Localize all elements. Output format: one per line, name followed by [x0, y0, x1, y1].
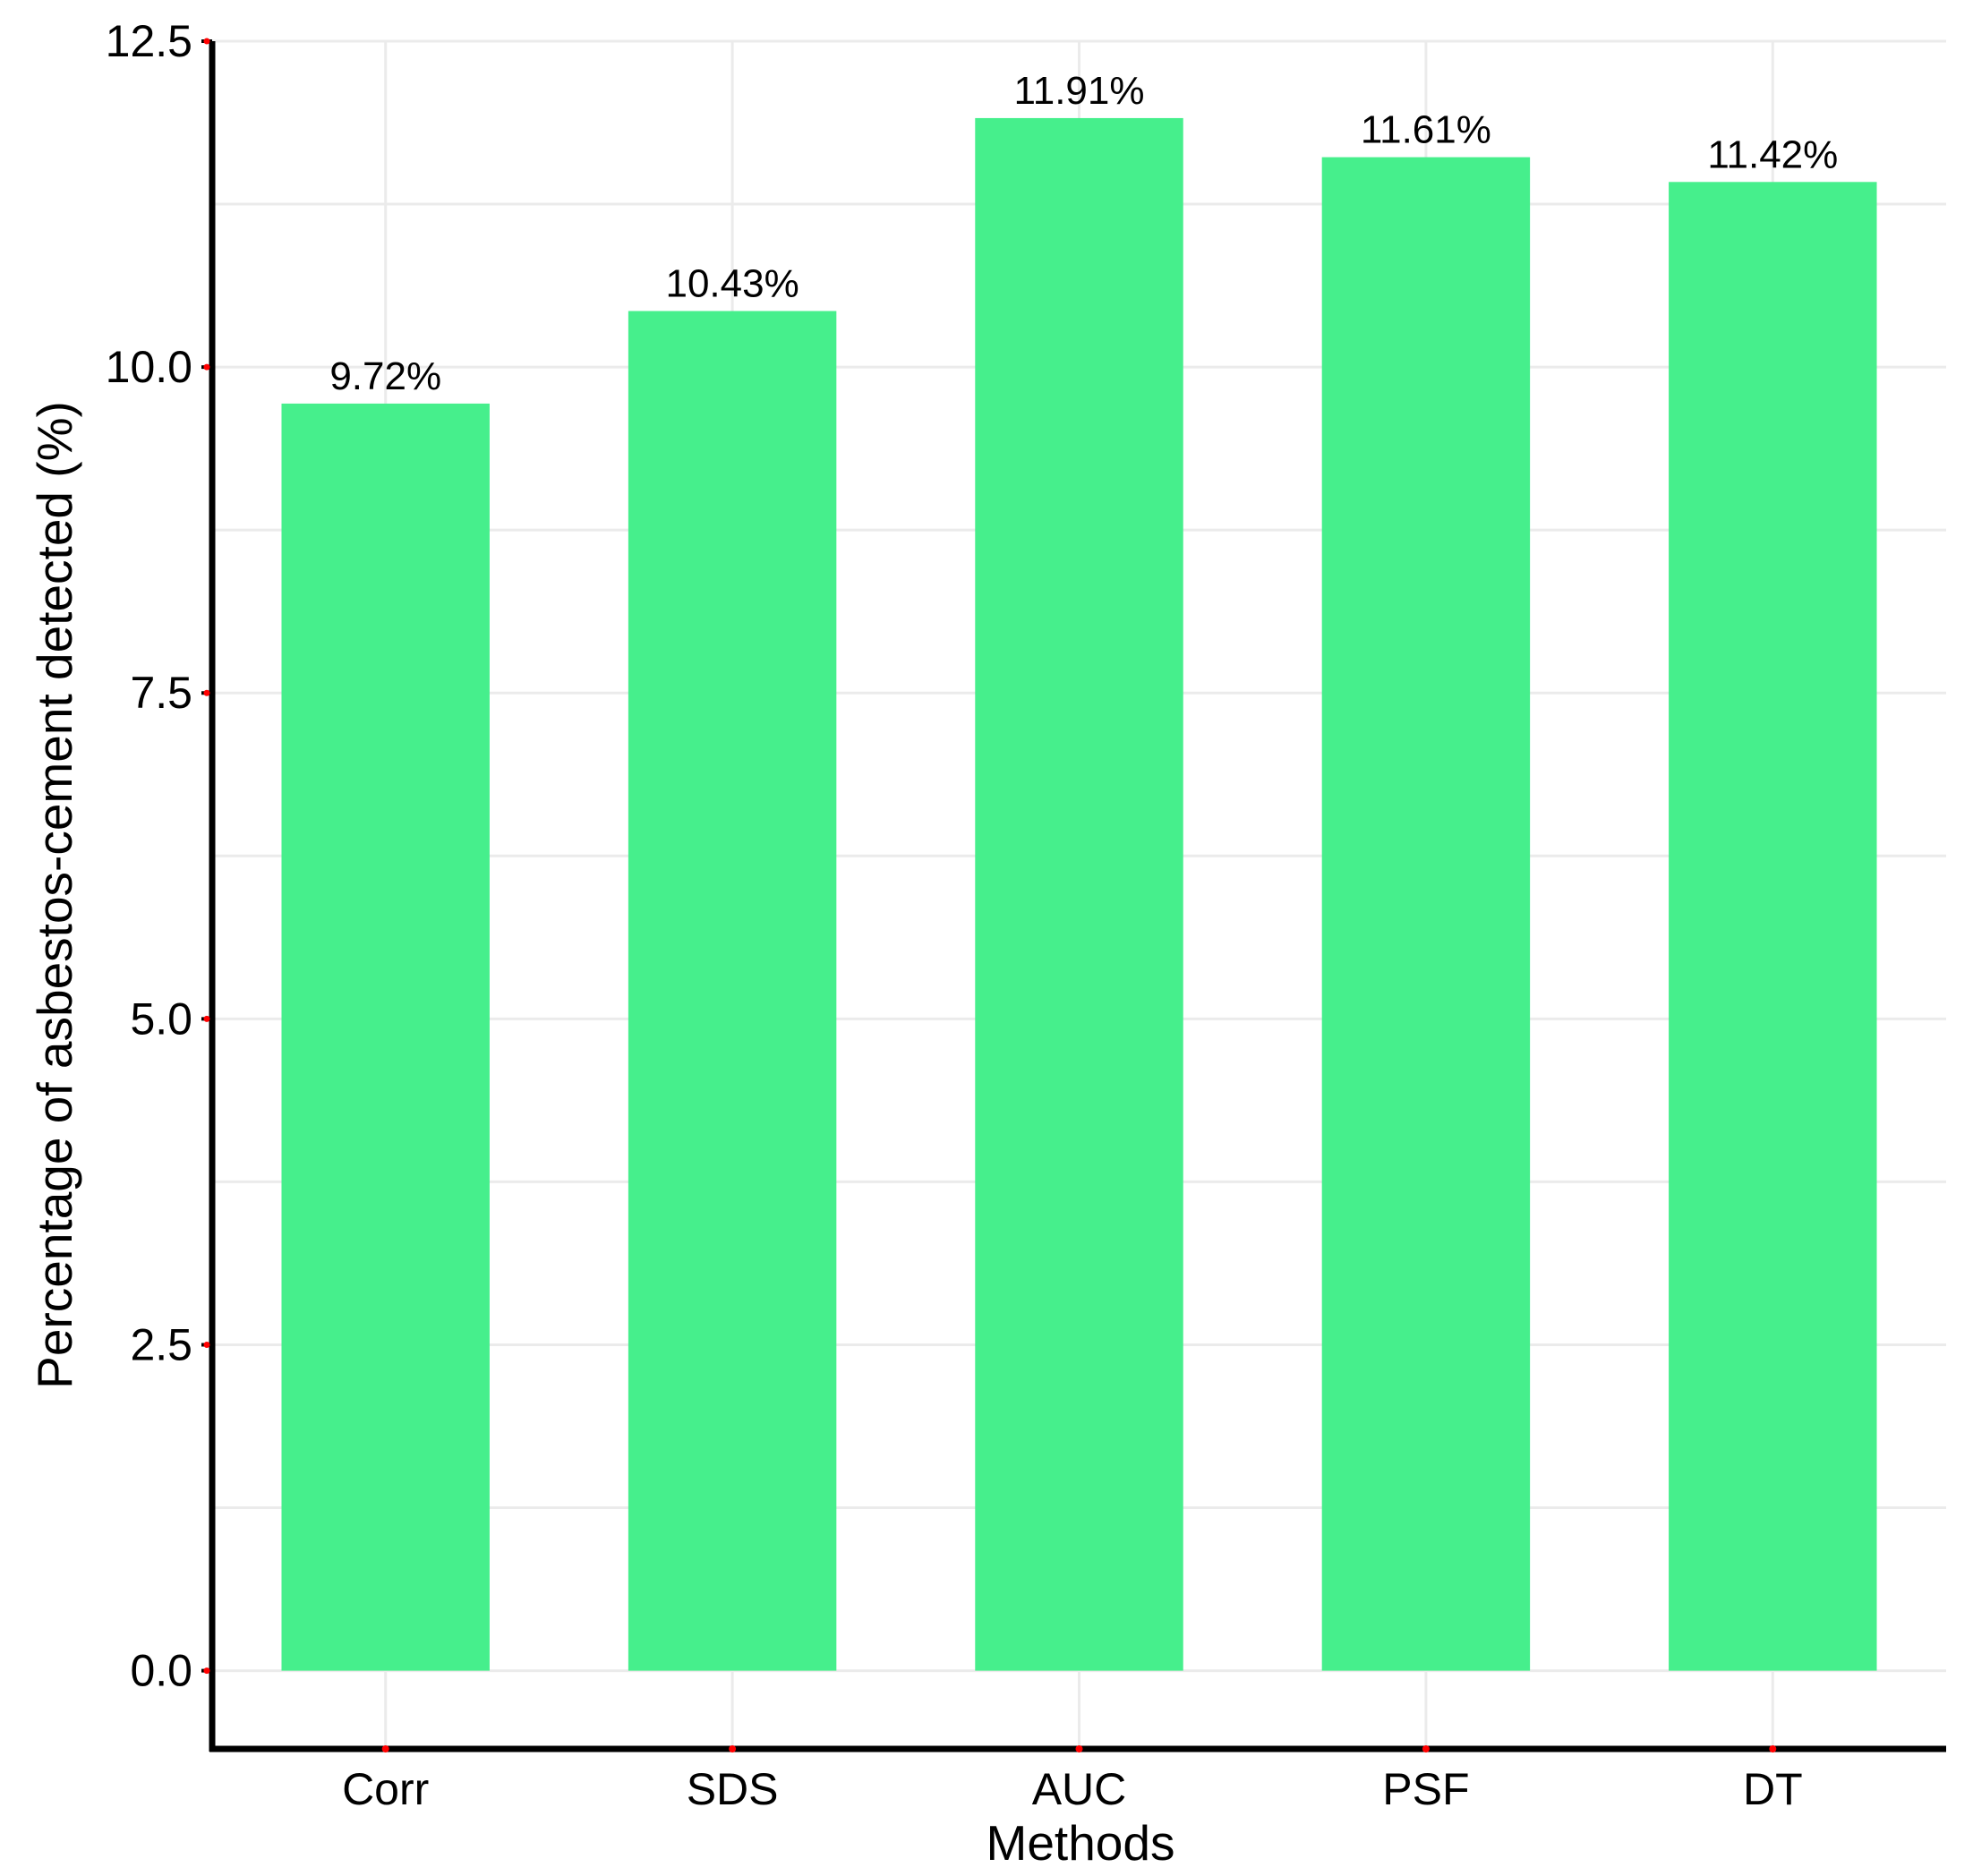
y-tick-label: 0.0 — [130, 1646, 192, 1696]
x-tick-marker — [1075, 1745, 1083, 1752]
x-tick-label-sds: SDS — [687, 1764, 779, 1814]
y-tick-label: 12.5 — [106, 16, 192, 66]
x-tick-marker — [1769, 1745, 1777, 1752]
x-tick-label-corr: Corr — [342, 1764, 429, 1814]
data-label-psf: 11.61% — [1361, 108, 1491, 152]
y-tick-label: 10.0 — [106, 342, 192, 392]
axis-layer — [201, 38, 1946, 1752]
x-tick-label-psf: PSF — [1382, 1764, 1469, 1814]
data-label-auc: 11.91% — [1014, 69, 1145, 113]
bar-layer — [281, 117, 1877, 1671]
data-label-dt: 11.42% — [1707, 132, 1838, 176]
x-tick-marker — [1422, 1745, 1430, 1752]
x-tick-label-auc: AUC — [1032, 1764, 1127, 1814]
y-tick-marker — [203, 1667, 210, 1675]
data-label-sds: 10.43% — [665, 261, 799, 305]
y-axis-title: Percentage of asbestos-cement detected (… — [27, 401, 82, 1389]
y-tick-label: 2.5 — [130, 1319, 192, 1369]
y-tick-label: 5.0 — [130, 993, 192, 1044]
x-tick-marker — [381, 1745, 389, 1752]
y-tick-label: 7.5 — [130, 668, 192, 718]
bar-psf — [1321, 157, 1531, 1671]
bar-sds — [628, 311, 837, 1671]
data-label-corr: 9.72% — [329, 354, 441, 398]
bar-corr — [281, 403, 490, 1671]
label-layer: 9.72% Corr 10.43% SDS 11.91% AUC 11.61% PSF 11.4… — [106, 16, 1839, 1814]
x-tick-label-dt: DT — [1743, 1764, 1803, 1814]
bar-dt — [1669, 182, 1877, 1671]
y-tick-marker — [203, 689, 210, 696]
y-tick-marker — [203, 363, 210, 371]
y-tick-marker — [203, 1341, 210, 1348]
bar-auc — [975, 117, 1183, 1671]
y-tick-marker — [203, 38, 210, 45]
x-axis-title: Methods — [986, 1815, 1175, 1871]
y-tick-marker — [203, 1015, 210, 1022]
x-tick-marker — [729, 1745, 737, 1752]
